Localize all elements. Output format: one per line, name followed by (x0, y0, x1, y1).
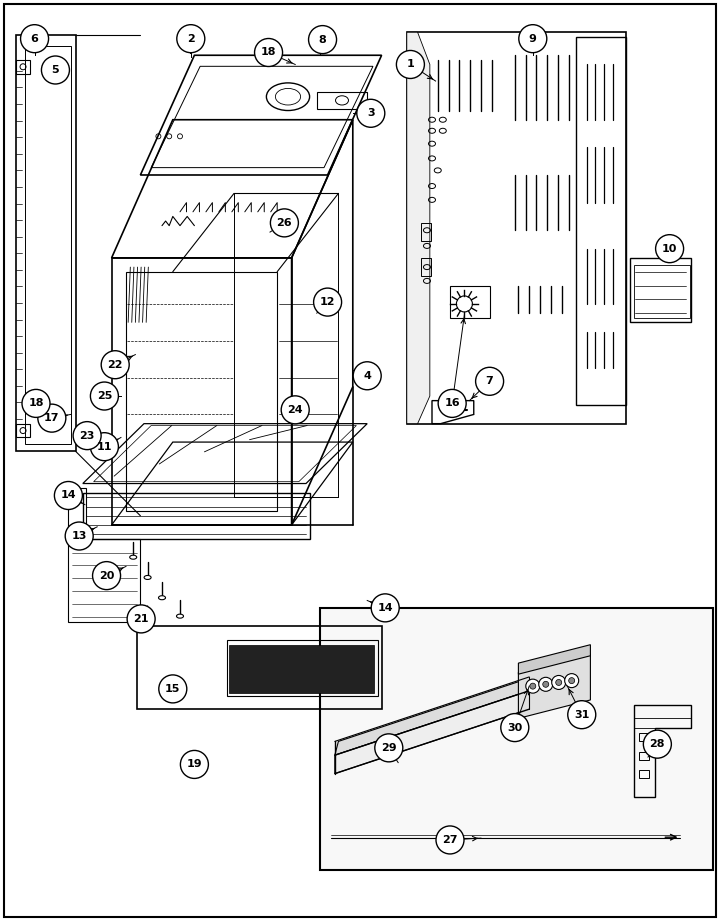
Bar (639, 752, 649, 760)
Text: 26: 26 (276, 218, 292, 227)
Polygon shape (229, 645, 374, 693)
Polygon shape (518, 645, 590, 674)
Circle shape (569, 678, 575, 683)
Text: 25: 25 (96, 391, 112, 401)
Circle shape (519, 25, 546, 52)
Circle shape (177, 25, 204, 52)
Text: 3: 3 (367, 109, 374, 118)
Text: 5: 5 (52, 65, 59, 75)
Circle shape (314, 288, 341, 316)
Circle shape (127, 605, 155, 633)
Text: 21: 21 (133, 614, 149, 624)
Circle shape (372, 594, 399, 622)
Circle shape (21, 25, 48, 52)
Circle shape (159, 675, 186, 703)
Circle shape (282, 396, 309, 424)
Polygon shape (335, 677, 533, 755)
Circle shape (543, 682, 549, 687)
Circle shape (556, 680, 562, 685)
Ellipse shape (144, 576, 151, 579)
Text: 27: 27 (442, 835, 458, 845)
Text: 16: 16 (444, 399, 460, 408)
Circle shape (91, 382, 118, 410)
Text: 19: 19 (186, 760, 202, 769)
Circle shape (91, 433, 118, 460)
Text: 20: 20 (99, 571, 114, 580)
Text: 13: 13 (71, 531, 87, 541)
Text: 6: 6 (31, 34, 38, 43)
Circle shape (354, 362, 381, 390)
Circle shape (530, 683, 536, 689)
Circle shape (436, 826, 464, 854)
Polygon shape (335, 691, 529, 774)
Text: 18: 18 (28, 399, 44, 408)
Circle shape (564, 673, 579, 688)
Circle shape (501, 714, 528, 741)
Ellipse shape (130, 555, 137, 559)
Text: 8: 8 (319, 35, 326, 44)
Circle shape (22, 390, 50, 417)
Text: 23: 23 (79, 431, 95, 440)
Circle shape (375, 734, 402, 762)
Circle shape (181, 751, 208, 778)
Text: 22: 22 (107, 360, 123, 369)
Text: 14: 14 (60, 491, 76, 500)
Circle shape (644, 730, 671, 758)
Ellipse shape (158, 596, 166, 600)
Text: 2: 2 (187, 34, 194, 43)
Circle shape (552, 675, 566, 690)
Ellipse shape (176, 614, 184, 618)
Text: 15: 15 (165, 684, 181, 694)
Circle shape (42, 56, 69, 84)
Polygon shape (518, 654, 590, 718)
Text: 18: 18 (261, 48, 276, 57)
Text: 4: 4 (364, 371, 371, 380)
Circle shape (568, 701, 595, 729)
Circle shape (102, 351, 129, 379)
Bar (320, 608, 713, 870)
Text: 14: 14 (377, 603, 393, 612)
Text: 12: 12 (320, 297, 336, 307)
Circle shape (38, 404, 66, 432)
Circle shape (73, 422, 101, 449)
Polygon shape (407, 32, 430, 424)
Text: 7: 7 (486, 377, 493, 386)
Circle shape (309, 26, 336, 53)
Text: 9: 9 (529, 34, 536, 43)
Circle shape (397, 51, 424, 78)
Circle shape (526, 679, 540, 694)
Text: 24: 24 (287, 405, 303, 414)
Text: 30: 30 (507, 723, 523, 732)
Text: 1: 1 (407, 60, 414, 69)
Circle shape (271, 209, 298, 237)
Text: 17: 17 (44, 414, 60, 423)
Circle shape (255, 39, 282, 66)
Text: 10: 10 (662, 244, 678, 253)
Circle shape (357, 99, 384, 127)
Circle shape (539, 677, 553, 692)
Circle shape (656, 235, 683, 262)
Circle shape (476, 367, 503, 395)
Text: 11: 11 (96, 442, 112, 451)
Bar (639, 770, 649, 778)
Circle shape (438, 390, 466, 417)
Bar (639, 733, 649, 741)
Text: 28: 28 (649, 740, 665, 749)
Circle shape (55, 482, 82, 509)
Text: 31: 31 (574, 710, 590, 719)
Circle shape (66, 522, 93, 550)
Text: 29: 29 (381, 743, 397, 752)
Circle shape (93, 562, 120, 589)
